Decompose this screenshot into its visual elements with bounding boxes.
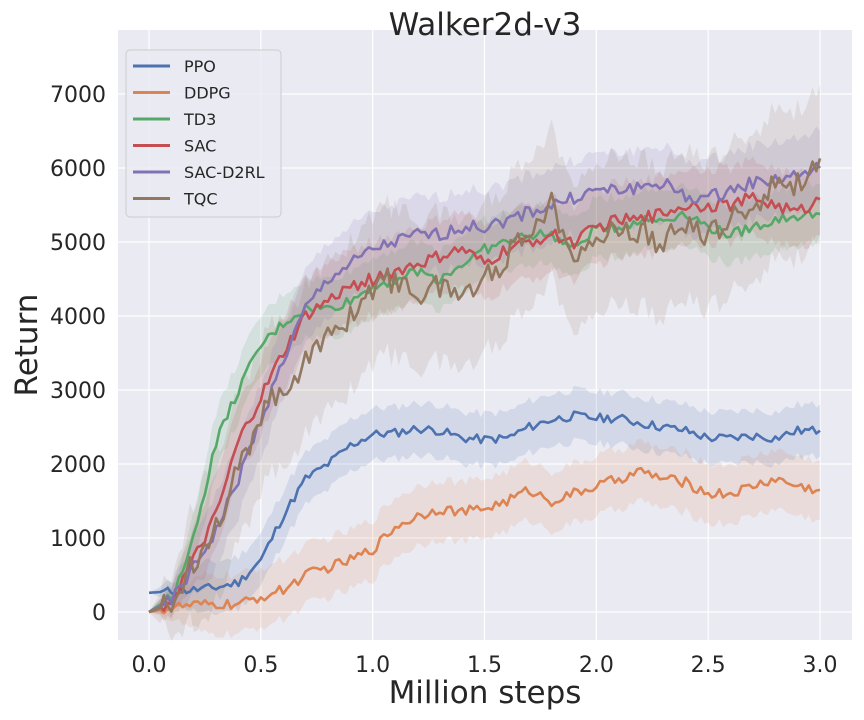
y-tick-label: 3000 (50, 379, 106, 404)
y-tick-label: 5000 (50, 231, 106, 256)
x-tick-label: 1.0 (355, 653, 390, 678)
legend-label: TD3 (183, 110, 216, 129)
legend-label: PPO (184, 57, 216, 76)
confidence-band-sac (149, 156, 820, 621)
legend-label: SAC (184, 137, 216, 156)
x-axis-label: Million steps (389, 675, 582, 711)
x-tick-label: 0.5 (243, 653, 278, 678)
y-tick-label: 6000 (50, 157, 106, 182)
series-line-ddpg (148, 466, 821, 615)
y-tick-label: 2000 (50, 453, 106, 478)
y-axis-label: Return (9, 294, 45, 397)
legend: PPO DDPG TD3 SAC SAC-D2RL TQC (125, 49, 282, 218)
series-line-ppo (148, 410, 821, 596)
confidence-band-sac-d2rl (149, 126, 820, 619)
chart-title: Walker2d-v3 (389, 7, 582, 43)
series-line-tqc (148, 158, 822, 614)
x-tick-label: 3.0 (803, 653, 838, 678)
x-tick-label: 1.5 (467, 653, 502, 678)
series-line-td3 (148, 209, 821, 614)
legend-label: DDPG (184, 84, 231, 103)
x-tick-label: 2.0 (579, 653, 614, 678)
confidence-band-ddpg (149, 438, 820, 639)
series-line-sac (148, 192, 821, 614)
confidence-band-ppo (149, 385, 820, 616)
y-tick-label: 7000 (50, 83, 106, 108)
legend-label: TQC (183, 190, 218, 209)
y-tick-label: 0 (92, 601, 106, 626)
x-tick-label: 0.0 (132, 653, 167, 678)
legend-label: SAC-D2RL (184, 163, 265, 182)
y-tick-label: 1000 (50, 527, 106, 552)
x-tick-label: 2.5 (691, 653, 726, 678)
y-tick-label: 4000 (50, 305, 106, 330)
